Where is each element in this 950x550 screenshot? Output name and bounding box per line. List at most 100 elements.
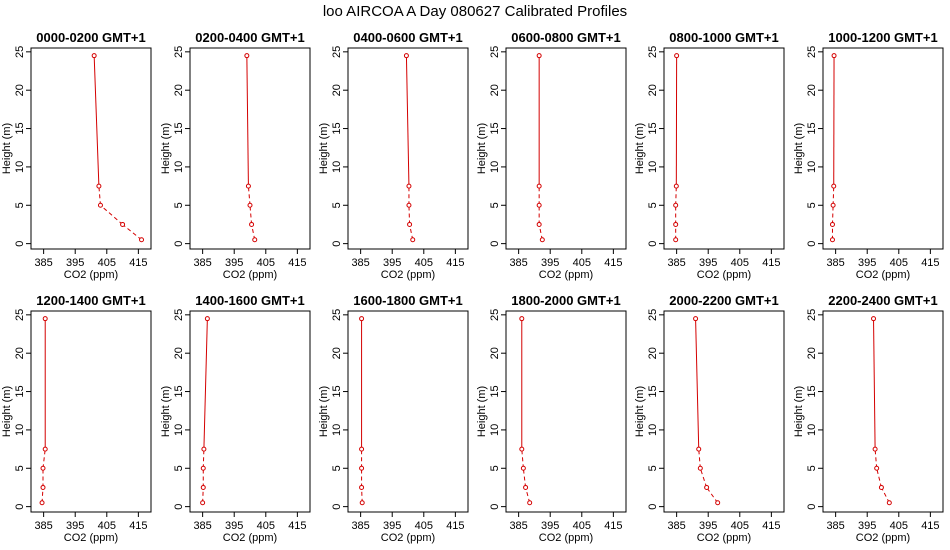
data-point <box>886 500 892 506</box>
data-point <box>359 316 365 322</box>
y-tick-label: 5 <box>14 465 26 471</box>
y-axis-label: Height (m) <box>793 123 805 174</box>
profile-segment <box>203 318 208 450</box>
data-point <box>403 53 409 59</box>
y-tick-label: 10 <box>489 161 501 173</box>
data-point <box>697 465 703 471</box>
x-axis-label: CO2 (ppm) <box>697 269 751 281</box>
panel-title: 0800-1000 GMT+1 <box>669 30 778 45</box>
x-axis-label: CO2 (ppm) <box>64 532 118 544</box>
profile-panel: 1000-1200 GMT+1 385 395 405 415 CO2 (ppm) 0 5 10… <box>793 30 944 281</box>
profile-segment <box>409 224 414 240</box>
y-tick-label: 0 <box>489 504 501 510</box>
y-tick-label: 25 <box>173 309 185 321</box>
x-tick-label: 385 <box>351 520 369 532</box>
x-tick-label: 385 <box>826 520 844 532</box>
data-point <box>244 53 250 59</box>
data-point <box>673 183 679 189</box>
y-axis-label: Height (m) <box>318 123 330 174</box>
y-tick-label: 5 <box>331 202 343 208</box>
y-tick-label: 20 <box>806 347 818 359</box>
data-point <box>249 221 255 227</box>
y-tick-label: 0 <box>331 241 343 247</box>
data-point <box>200 484 206 490</box>
data-point <box>673 221 679 227</box>
y-tick-label: 15 <box>173 385 185 397</box>
profile-segment <box>100 204 123 225</box>
profile-segment <box>202 487 204 503</box>
y-axis-label: Height (m) <box>793 386 805 437</box>
y-tick-label: 25 <box>331 46 343 58</box>
plot-frame <box>30 310 152 513</box>
data-point <box>536 183 542 189</box>
x-tick-label: 405 <box>731 520 749 532</box>
data-point <box>97 202 103 208</box>
data-point <box>539 237 545 243</box>
data-point <box>200 465 206 471</box>
y-axis-label: Height (m) <box>1 123 13 174</box>
x-tick-label: 405 <box>415 257 433 269</box>
panel-title: 2200-2400 GMT+1 <box>828 293 937 308</box>
x-tick-label: 385 <box>34 257 52 269</box>
x-tick-label: 415 <box>762 520 780 532</box>
x-tick-label: 405 <box>98 257 116 269</box>
data-point <box>42 446 48 452</box>
y-tick-label: 20 <box>331 347 343 359</box>
plot-frame <box>189 310 311 513</box>
y-tick-label: 15 <box>331 385 343 397</box>
data-point <box>831 53 837 59</box>
data-point <box>829 221 835 227</box>
figure-title: loo AIRCOA A Day 080627 Calibrated Profi… <box>323 3 627 20</box>
y-tick-label: 10 <box>806 424 818 436</box>
profile-panel: 1800-2000 GMT+1 385 395 405 415 CO2 (ppm) 0 5 10… <box>476 293 627 544</box>
data-point <box>673 202 679 208</box>
data-point <box>831 183 837 189</box>
x-axis-label: CO2 (ppm) <box>223 269 277 281</box>
profile-segment <box>408 205 411 225</box>
y-tick-label: 10 <box>331 161 343 173</box>
profile-panel: 0400-0600 GMT+1 385 395 405 415 CO2 (ppm) 0 5 10… <box>318 30 469 281</box>
profile-segment <box>699 468 708 488</box>
x-tick-label: 395 <box>383 520 401 532</box>
profile-segment <box>706 487 719 504</box>
x-axis-label: CO2 (ppm) <box>539 532 593 544</box>
x-tick-label: 405 <box>573 257 591 269</box>
profile-segment <box>41 487 44 503</box>
panel-grid: 0000-0200 GMT+1 385 395 405 415 CO2 (ppm) 0 5 10… <box>1 30 944 544</box>
data-point <box>536 202 542 208</box>
y-tick-label: 25 <box>489 46 501 58</box>
y-tick-label: 20 <box>806 84 818 96</box>
data-point <box>830 202 836 208</box>
data-point <box>40 484 46 490</box>
plot-frame <box>663 47 785 250</box>
x-tick-label: 415 <box>288 257 306 269</box>
x-tick-label: 395 <box>225 520 243 532</box>
data-point <box>674 53 680 59</box>
y-tick-label: 15 <box>14 385 26 397</box>
x-tick-label: 415 <box>129 520 147 532</box>
x-tick-label: 415 <box>604 520 622 532</box>
x-tick-label: 405 <box>731 257 749 269</box>
y-tick-label: 5 <box>489 202 501 208</box>
data-point <box>410 237 416 243</box>
data-point <box>520 465 526 471</box>
data-point <box>536 221 542 227</box>
y-tick-label: 0 <box>647 241 659 247</box>
plot-frame <box>189 47 311 250</box>
profile-segment <box>525 487 531 503</box>
x-axis-label: CO2 (ppm) <box>223 532 277 544</box>
panel-title: 0000-0200 GMT+1 <box>36 30 145 45</box>
x-tick-label: 415 <box>446 520 464 532</box>
data-point <box>91 53 97 59</box>
data-point <box>536 53 542 59</box>
y-tick-label: 5 <box>647 465 659 471</box>
x-tick-label: 385 <box>193 257 211 269</box>
profile-segment <box>98 186 101 206</box>
y-tick-label: 15 <box>489 385 501 397</box>
y-axis-label: Height (m) <box>476 123 488 174</box>
y-tick-label: 5 <box>489 465 501 471</box>
profile-segment <box>361 487 363 503</box>
y-tick-label: 20 <box>647 84 659 96</box>
data-point <box>359 500 365 506</box>
y-tick-label: 25 <box>647 46 659 58</box>
